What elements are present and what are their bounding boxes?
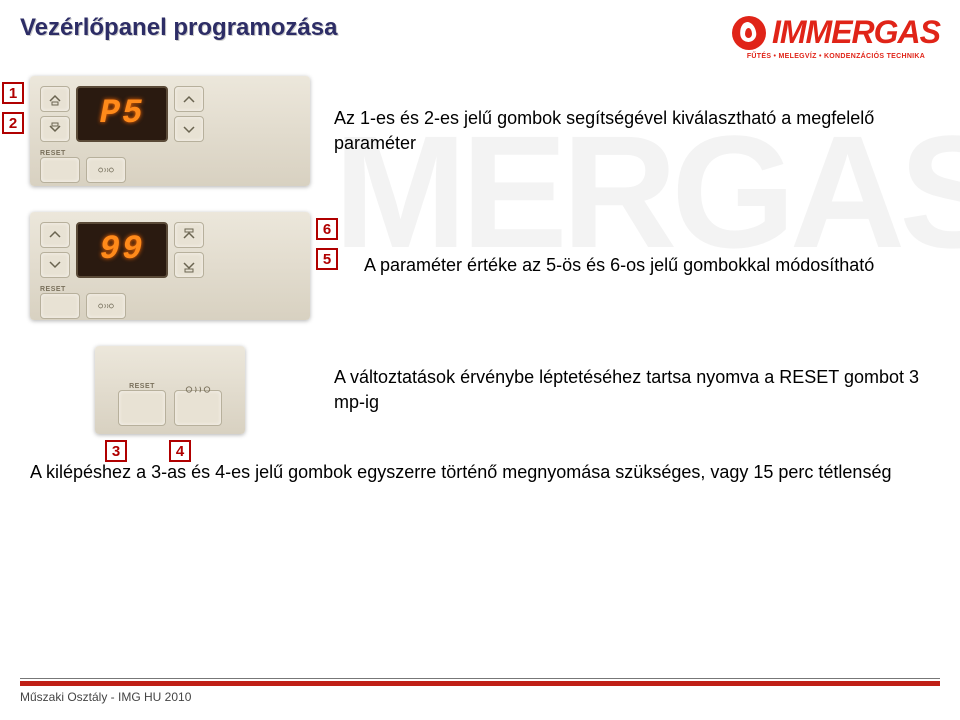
logo-tagline: FŰTÉS • MELEGVÍZ • KONDENZÁCIÓS TECHNIKA	[732, 53, 940, 60]
exit-instruction: A kilépéshez a 3-as és 4-es jelű gombok …	[30, 460, 930, 485]
button-6-up	[174, 222, 204, 248]
step-row-1: P5 RESET 1 2 A	[30, 76, 930, 186]
step-text-2: A paraméter értéke az 5-ös és 6-os jelű …	[364, 253, 930, 278]
step-row-2: 99 RESET 6 5 A	[30, 212, 930, 320]
footer-rule-red	[20, 681, 940, 686]
page-title: Vezérlőpanel programozása	[20, 14, 337, 42]
footer-rule-thin	[20, 678, 940, 679]
button-5-down	[174, 252, 204, 278]
mode-button-1	[86, 157, 126, 183]
button-heat-down	[174, 116, 204, 142]
header: Vezérlőpanel programozása IMMERGAS FŰTÉS…	[20, 14, 940, 60]
panel-photo-1: P5 RESET 1 2	[30, 76, 310, 186]
reset-button-2	[40, 293, 80, 319]
reset-label-1: RESET	[40, 150, 80, 157]
lcd-display-1: P5	[76, 86, 168, 142]
step-row-3: RESET 3 4 A változtatások érvénybe lépte…	[30, 346, 930, 434]
flame-icon	[732, 16, 766, 50]
panel-photo-3: RESET 3 4	[95, 346, 245, 434]
brand-logo: IMMERGAS FŰTÉS • MELEGVÍZ • KONDENZÁCIÓS…	[732, 14, 940, 60]
footer-text: Műszaki Osztály - IMG HU 2010	[20, 690, 940, 704]
button-dhw-up	[40, 222, 70, 248]
step-text-1: Az 1-es és 2-es jelű gombok segítségével…	[334, 106, 930, 156]
reset-label-3: RESET	[118, 383, 166, 390]
mode-button-2	[86, 293, 126, 319]
reset-button-3	[118, 390, 166, 426]
content: P5 RESET 1 2 A	[30, 76, 930, 650]
callout-1: 1	[2, 82, 24, 104]
callout-3: 3	[105, 440, 127, 462]
button-1-up	[40, 86, 70, 112]
callout-2: 2	[2, 112, 24, 134]
logo-text: IMMERGAS	[772, 14, 940, 51]
button-heat-up	[174, 86, 204, 112]
callout-5: 5	[316, 248, 338, 270]
lcd-display-2: 99	[76, 222, 168, 278]
callout-4: 4	[169, 440, 191, 462]
reset-button-1	[40, 157, 80, 183]
mode-button-3	[174, 390, 222, 426]
button-2-down	[40, 116, 70, 142]
reset-label-2: RESET	[40, 286, 80, 293]
panel-photo-2: 99 RESET 6 5	[30, 212, 310, 320]
callout-6: 6	[316, 218, 338, 240]
step-text-3: A változtatások érvénybe léptetéséhez ta…	[334, 365, 930, 415]
footer: Műszaki Osztály - IMG HU 2010	[20, 678, 940, 704]
button-dhw-down	[40, 252, 70, 278]
